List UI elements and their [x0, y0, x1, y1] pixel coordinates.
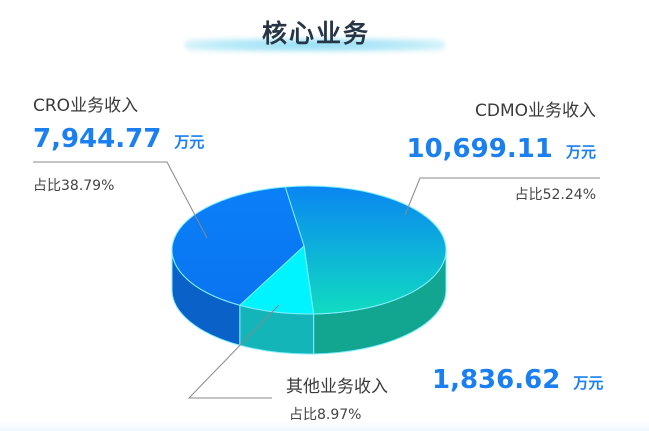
- cro-value: 7,944.77: [33, 124, 162, 154]
- other-value-row: 1,836.62 万元: [432, 365, 603, 395]
- cdmo-value: 10,699.11: [406, 134, 553, 164]
- pie-slice-0: [284, 185, 447, 315]
- cro-unit: 万元: [174, 133, 205, 151]
- title-glow: [185, 38, 445, 52]
- leader-line-cro: [33, 161, 208, 239]
- cro-value-row: 7,944.77 万元: [33, 124, 204, 154]
- other-percent: 占比8.97%: [289, 407, 362, 423]
- chart-title: 核心业务: [261, 19, 370, 48]
- cro-percent: 占比38.79%: [33, 178, 115, 194]
- cdmo-unit: 万元: [565, 143, 596, 161]
- cro-label: CRO业务收入: [33, 96, 139, 116]
- cdmo-value-row: 10,699.11 万元: [407, 134, 597, 164]
- leader-line-cdmo: [404, 177, 600, 216]
- other-label: 其他业务收入: [286, 377, 388, 397]
- cdmo-label: CDMO业务收入: [474, 101, 596, 121]
- other-value: 1,836.62: [432, 365, 561, 395]
- leader-line-other: [187, 304, 280, 399]
- bottom-band: [0, 420, 649, 431]
- other-unit: 万元: [573, 374, 604, 392]
- cdmo-percent: 占比52.24%: [514, 187, 596, 203]
- pie-slice-2: [171, 186, 305, 306]
